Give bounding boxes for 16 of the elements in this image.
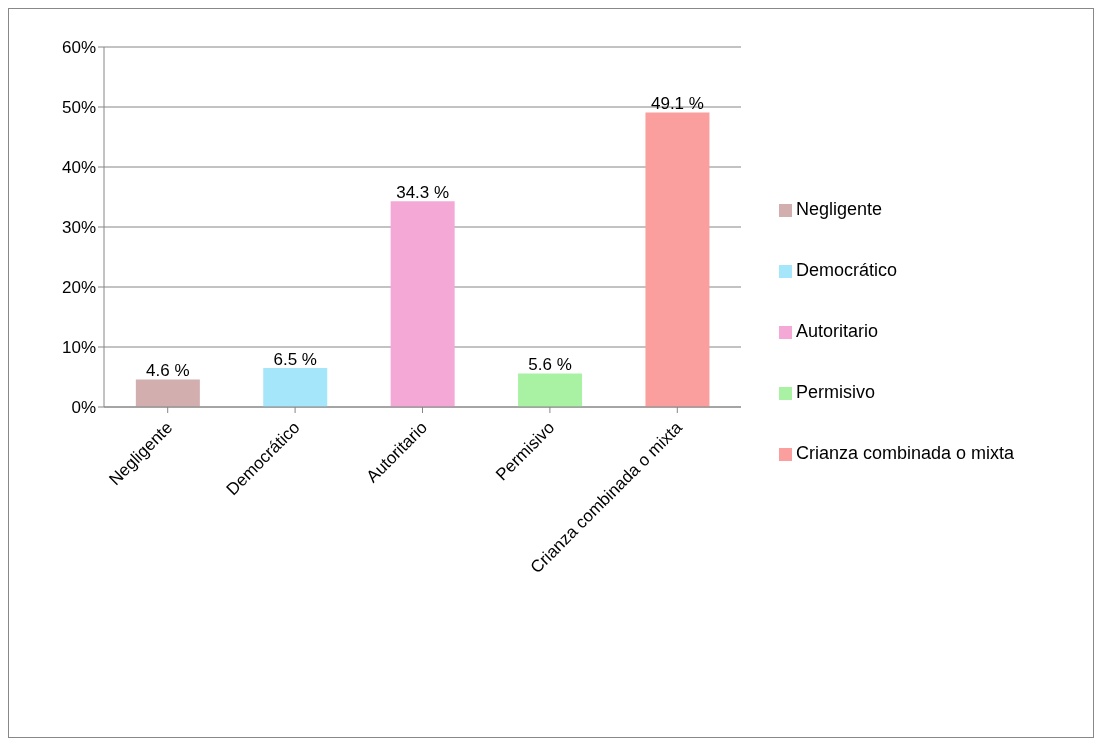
y-tick-label: 60% bbox=[61, 38, 96, 58]
legend-label: Autoritario bbox=[796, 321, 879, 341]
legend-label: Negligente bbox=[796, 199, 883, 219]
legend-label: Democrático bbox=[796, 260, 898, 280]
y-tick-label: 20% bbox=[61, 278, 96, 298]
data-label: 4.6 % bbox=[146, 361, 190, 381]
data-label: 34.3 % bbox=[396, 183, 450, 203]
data-label: 49.1 % bbox=[650, 94, 704, 114]
y-tick-label: 10% bbox=[61, 338, 96, 358]
y-tick-label: 0% bbox=[71, 398, 96, 418]
y-tick-label: 30% bbox=[61, 218, 96, 238]
y-tick-label: 40% bbox=[61, 158, 96, 178]
data-label: 6.5 % bbox=[273, 350, 317, 369]
data-label: 5.6 % bbox=[528, 355, 572, 375]
y-tick-label: 50% bbox=[61, 98, 96, 118]
legend-label: Permisivo bbox=[796, 382, 876, 402]
